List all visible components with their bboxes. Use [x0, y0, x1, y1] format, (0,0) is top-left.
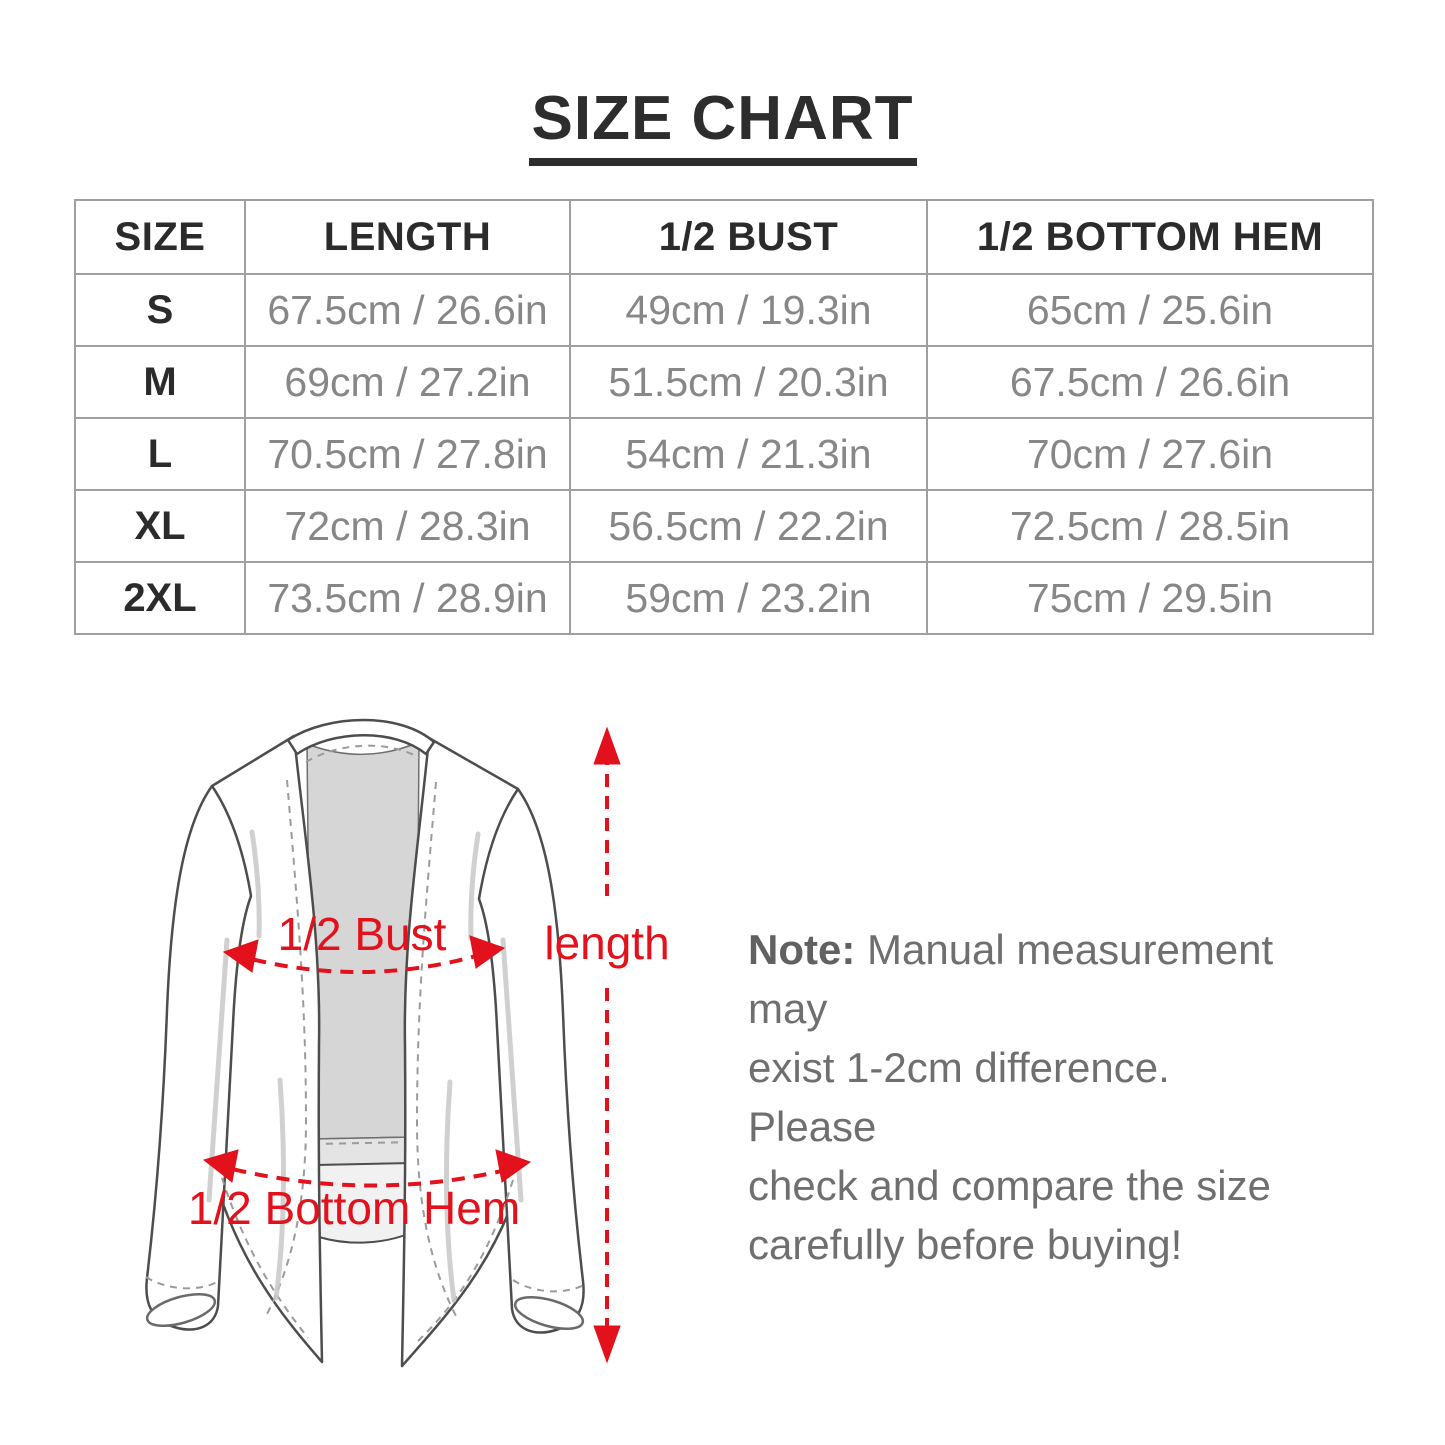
right-cuff-stitch-line — [512, 1279, 585, 1293]
table-row: L 70.5cm / 27.8in 54cm / 21.3in 70cm / 2… — [74, 417, 1374, 491]
hem-band-stitch-line — [312, 1141, 415, 1145]
col-header-bust: 1/2 BUST — [569, 199, 928, 275]
length-label: length — [544, 917, 669, 969]
bottom-hem-value: 75cm / 29.5in — [926, 561, 1374, 635]
measurement-note: Note: Manual measurement may exist 1-2cm… — [748, 920, 1293, 1274]
bust-label: 1/2 Bust — [278, 908, 447, 960]
bottom-hem-value: 70cm / 27.6in — [926, 417, 1374, 491]
left-lapel-seam — [265, 779, 308, 1317]
page-title-text: SIZE CHART — [528, 86, 917, 167]
table-header-row: SIZE LENGTH 1/2 BUST 1/2 BOTTOM HEM — [74, 199, 1374, 275]
bottom-hem-arrow-left — [202, 1149, 239, 1183]
note-line: exist 1-2cm difference. Please — [748, 1044, 1170, 1150]
page-title: SIZE CHART — [0, 86, 1445, 167]
note-line: check and compare the size — [748, 1162, 1271, 1209]
cardigan-collar — [286, 718, 436, 756]
bust-arrow-left — [222, 939, 259, 973]
bottom-hem-value: 65cm / 25.6in — [926, 273, 1374, 347]
length-value: 67.5cm / 26.6in — [244, 273, 571, 347]
size-value: XL — [74, 489, 246, 563]
fold-shading — [249, 829, 262, 939]
table-row: S 67.5cm / 26.6in 49cm / 19.3in 65cm / 2… — [74, 273, 1374, 347]
fold-shading — [444, 1079, 457, 1303]
right-hem-seam — [416, 1179, 514, 1343]
note-line: Note: Manual measurement may — [748, 920, 1293, 1038]
bottom-hem-label: 1/2 Bottom Hem — [188, 1182, 520, 1234]
size-value: 2XL — [74, 561, 246, 635]
length-value: 69cm / 27.2in — [244, 345, 571, 419]
bust-value: 59cm / 23.2in — [569, 561, 928, 635]
note-text-1: Manual measurement may — [748, 926, 1274, 1032]
length-value: 72cm / 28.3in — [244, 489, 571, 563]
cardigan-right-sleeve — [477, 787, 585, 1334]
col-header-bottom-hem: 1/2 BOTTOM HEM — [926, 199, 1374, 275]
left-cuff-opening — [145, 1292, 217, 1328]
table-row: XL 72cm / 28.3in 56.5cm / 22.2in 72.5cm … — [74, 489, 1374, 563]
size-table: SIZE LENGTH 1/2 BUST 1/2 BOTTOM HEM S 67… — [74, 199, 1374, 635]
fold-shading — [468, 831, 481, 941]
left-cuff-stitch-line — [145, 1276, 218, 1290]
cardigan-hem-band — [310, 1136, 417, 1166]
bottom-hem-value: 72.5cm / 28.5in — [926, 489, 1374, 563]
bottom-hem-arrow-right — [495, 1149, 532, 1183]
right-cuff-opening — [513, 1295, 585, 1331]
garment-measure-diagram: length 1/2 Bust 1/2 Bottom Hem — [145, 718, 670, 1368]
fold-shading — [206, 937, 230, 1203]
fold-shading — [273, 1077, 286, 1301]
bust-value: 49cm / 19.3in — [569, 273, 928, 347]
length-arrow-up — [593, 726, 621, 765]
size-value: S — [74, 273, 246, 347]
note-label: Note: — [748, 926, 856, 973]
bust-measure-line — [231, 948, 497, 975]
col-header-size: SIZE — [74, 199, 246, 275]
right-lapel-seam — [415, 781, 458, 1319]
bottom-hem-value: 67.5cm / 26.6in — [926, 345, 1374, 419]
length-value: 73.5cm / 28.9in — [244, 561, 571, 635]
note-line: carefully before buying! — [748, 1221, 1183, 1268]
col-header-length: LENGTH — [244, 199, 571, 275]
bust-arrow-right — [469, 935, 506, 969]
table-row: 2XL 73.5cm / 28.9in 59cm / 23.2in 75cm /… — [74, 561, 1374, 635]
bust-value: 54cm / 21.3in — [569, 417, 928, 491]
collar-stitch-line — [305, 744, 421, 763]
size-value: L — [74, 417, 246, 491]
left-hem-seam — [221, 1177, 309, 1339]
size-value: M — [74, 345, 246, 419]
table-row: M 69cm / 27.2in 51.5cm / 20.3in 67.5cm /… — [74, 345, 1374, 419]
cardigan-left-sleeve — [145, 784, 253, 1331]
length-value: 70.5cm / 27.8in — [244, 417, 571, 491]
bust-value: 56.5cm / 22.2in — [569, 489, 928, 563]
length-arrow-down — [593, 1325, 621, 1364]
bottom-hem-measure-line — [211, 1162, 523, 1188]
bust-value: 51.5cm / 20.3in — [569, 345, 928, 419]
